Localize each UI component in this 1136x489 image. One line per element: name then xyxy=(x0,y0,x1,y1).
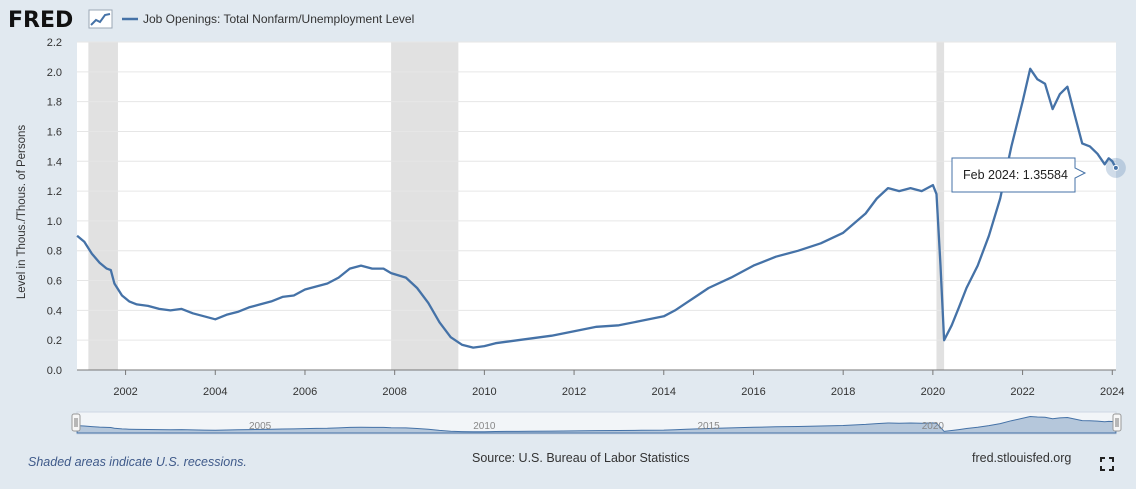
y-tick-label: 1.4 xyxy=(47,156,62,168)
navigator-label: 2010 xyxy=(473,421,496,432)
navigator-left-handle[interactable] xyxy=(71,413,81,432)
fred-url-link[interactable]: fred.stlouisfed.org xyxy=(972,451,1072,465)
y-tick-label: 1.0 xyxy=(47,216,62,228)
x-tick-label: 2020 xyxy=(921,386,945,398)
x-tick-label: 2004 xyxy=(203,386,227,398)
y-tick-label: 2.2 xyxy=(47,37,62,49)
svg-text:FRED: FRED xyxy=(8,8,73,33)
tooltip-date: Feb 2024 xyxy=(963,168,1016,182)
y-axis-ticks: 0.0 0.2 0.4 0.6 0.8 1.0 1.2 1.4 1.6 1.8 2.0 2.2 xyxy=(47,37,62,377)
x-tick-label: 2018 xyxy=(831,386,855,398)
navigator-series xyxy=(76,415,1117,434)
y-tick-label: 1.8 xyxy=(47,97,62,109)
plot-area xyxy=(77,42,1116,370)
y-tick-label: 2.0 xyxy=(47,67,62,79)
navigator-label: 2005 xyxy=(249,421,272,432)
fred-logo-chart-line-icon xyxy=(90,13,111,26)
y-tick-label: 1.6 xyxy=(47,126,62,138)
x-tick-label: 2010 xyxy=(472,386,496,398)
navigator-labels: 2005 2010 2015 2020 xyxy=(249,421,944,432)
navigator-right-handle[interactable] xyxy=(1112,413,1122,432)
tooltip: Feb 2024: 1.35584 xyxy=(951,157,1087,193)
x-tick-label: 2016 xyxy=(741,386,765,398)
x-tick-label: 2022 xyxy=(1010,386,1034,398)
recession-band xyxy=(391,42,459,370)
recession-band xyxy=(936,42,945,370)
recession-shading xyxy=(88,42,945,370)
tooltip-value: 1.35584 xyxy=(1023,168,1068,182)
y-tick-label: 0.4 xyxy=(47,305,62,317)
fred-logo[interactable]: FRED xyxy=(8,8,113,33)
hover-point-marker[interactable] xyxy=(1112,164,1119,171)
x-tick-label: 2024 xyxy=(1100,386,1124,398)
y-tick-label: 0.0 xyxy=(47,365,62,377)
x-axis-ticks: 2002 2004 2006 2008 2010 2012 2014 2016 2018 2020… xyxy=(77,369,1125,398)
fred-logo-chart-icon xyxy=(88,9,113,29)
x-tick-label: 2012 xyxy=(562,386,586,398)
x-tick-label: 2008 xyxy=(382,386,406,398)
source-text: Source: U.S. Bureau of Labor Statistics xyxy=(472,451,690,465)
fullscreen-icon[interactable] xyxy=(1100,457,1114,471)
x-tick-label: 2006 xyxy=(293,386,317,398)
y-tick-label: 1.2 xyxy=(47,186,62,198)
navigator-label: 2020 xyxy=(922,421,945,432)
y-tick-label: 0.6 xyxy=(47,276,62,288)
x-tick-label: 2002 xyxy=(113,386,137,398)
recession-note: Shaded areas indicate U.S. recessions. xyxy=(28,455,247,469)
recession-band xyxy=(88,42,118,370)
navigator-label: 2015 xyxy=(698,421,721,432)
y-axis-label: Level in Thous./Thous. of Persons xyxy=(16,125,28,300)
legend-label[interactable]: Job Openings: Total Nonfarm/Unemployment… xyxy=(143,12,414,26)
y-tick-label: 0.2 xyxy=(47,335,62,347)
y-tick-label: 0.8 xyxy=(47,246,62,258)
x-tick-label: 2014 xyxy=(652,386,676,398)
svg-text:Feb 2024: 1.35584: Feb 2024: 1.35584 xyxy=(963,168,1068,182)
